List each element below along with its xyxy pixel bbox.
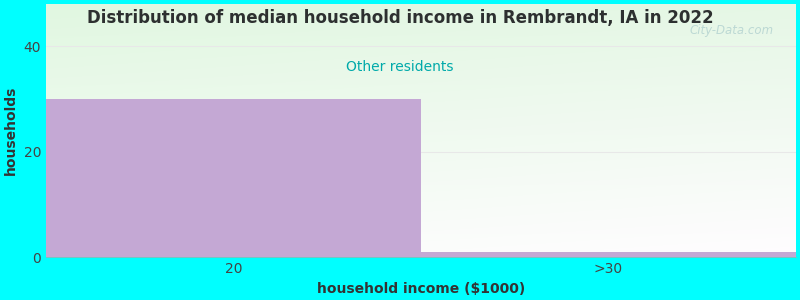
Y-axis label: households: households [4, 86, 18, 176]
X-axis label: household income ($1000): household income ($1000) [317, 282, 525, 296]
Bar [421, 252, 796, 257]
Text: Distribution of median household income in Rembrandt, IA in 2022: Distribution of median household income … [86, 9, 714, 27]
Text: Other residents: Other residents [346, 60, 454, 74]
Text: City-Data.com: City-Data.com [690, 24, 774, 38]
Bar [46, 99, 421, 257]
